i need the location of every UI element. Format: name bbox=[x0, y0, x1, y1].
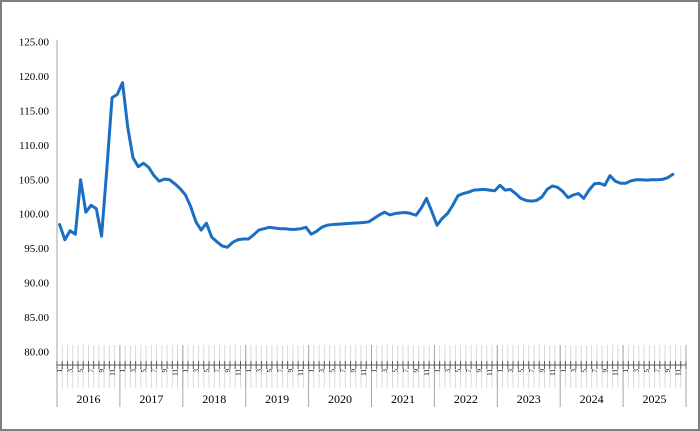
year-label: 2023 bbox=[517, 392, 541, 406]
month-tick-label: 1 bbox=[622, 369, 630, 373]
month-tick-label: 9 bbox=[664, 369, 672, 373]
month-tick-label: 11 bbox=[486, 369, 494, 376]
year-label: 2020 bbox=[328, 392, 352, 406]
month-tick-label: 1 bbox=[434, 369, 442, 373]
month-tick-label: 5 bbox=[643, 369, 651, 373]
month-tick-label: 11 bbox=[234, 369, 242, 376]
month-tick-label: 3 bbox=[192, 369, 200, 373]
month-tick-label: 7 bbox=[591, 369, 599, 373]
month-tick-label: 7 bbox=[402, 369, 410, 373]
month-tick-label: 11 bbox=[549, 369, 557, 376]
y-axis-label: 125.00 bbox=[19, 37, 50, 49]
month-tick-label: 5 bbox=[203, 369, 211, 373]
month-tick-label: 3 bbox=[444, 369, 452, 373]
month-tick-label: 1 bbox=[559, 369, 567, 373]
month-tick-label: 7 bbox=[213, 369, 221, 373]
month-tick-label: 3 bbox=[507, 369, 515, 373]
y-axis-label: 85.00 bbox=[24, 312, 49, 324]
month-tick-label: 9 bbox=[224, 369, 232, 373]
month-tick-label: 1 bbox=[371, 369, 379, 373]
month-tick-label: 3 bbox=[381, 369, 389, 373]
month-tick-label: 5 bbox=[77, 369, 85, 373]
month-tick-label: 7 bbox=[276, 369, 284, 373]
year-label: 2021 bbox=[391, 392, 415, 406]
month-tick-label: 7 bbox=[339, 369, 347, 373]
month-tick-label: 3 bbox=[570, 369, 578, 373]
month-tick-label: 11 bbox=[423, 369, 431, 376]
y-axis-label: 110.00 bbox=[19, 140, 49, 152]
month-tick-label: 5 bbox=[454, 369, 462, 373]
year-label: 2018 bbox=[202, 392, 226, 406]
month-tick-label: 11 bbox=[612, 369, 620, 376]
month-tick-label: 7 bbox=[465, 369, 473, 373]
month-tick-label: 9 bbox=[287, 369, 295, 373]
month-tick-label: 9 bbox=[413, 369, 421, 373]
year-label: 2019 bbox=[265, 392, 289, 406]
month-tick-label: 1 bbox=[496, 369, 504, 373]
month-tick-label: 11 bbox=[297, 369, 305, 376]
month-tick-label: 1 bbox=[182, 369, 190, 373]
month-tick-label: 7 bbox=[654, 369, 662, 373]
month-tick-label: 1 bbox=[56, 369, 64, 373]
year-label: 2016 bbox=[76, 392, 100, 406]
month-tick-label: 9 bbox=[350, 369, 358, 373]
month-tick-label: 7 bbox=[150, 369, 158, 373]
data-series-line bbox=[58, 81, 675, 249]
y-axis-label: 120.00 bbox=[19, 71, 50, 83]
year-label: 2022 bbox=[454, 392, 478, 406]
month-tick-label: 9 bbox=[161, 369, 169, 373]
month-tick-label: 11 bbox=[360, 369, 368, 376]
y-axis-label: 80.00 bbox=[24, 347, 49, 359]
month-tick-label: 9 bbox=[538, 369, 546, 373]
month-tick-label: 1 bbox=[308, 369, 316, 373]
month-tick-label: 5 bbox=[517, 369, 525, 373]
month-tick-label: 11 bbox=[171, 369, 179, 376]
month-tick-label: 1 bbox=[119, 369, 127, 373]
month-tick-label: 9 bbox=[475, 369, 483, 373]
month-tick-label: 5 bbox=[580, 369, 588, 373]
month-tick-label: 5 bbox=[266, 369, 274, 373]
month-tick-label: 7 bbox=[88, 369, 96, 373]
month-tick-label: 7 bbox=[528, 369, 536, 373]
month-tick-label: 5 bbox=[140, 369, 148, 373]
y-axis-label: 105.00 bbox=[19, 174, 50, 186]
year-label: 2025 bbox=[643, 392, 667, 406]
y-axis-label: 95.00 bbox=[24, 243, 49, 255]
y-axis-label: 100.00 bbox=[19, 209, 50, 221]
month-tick-label: 11 bbox=[675, 369, 683, 376]
month-tick-label: 3 bbox=[67, 369, 75, 373]
month-tick-label: 3 bbox=[318, 369, 326, 373]
month-tick-label: 3 bbox=[130, 369, 138, 373]
month-tick-label: 3 bbox=[633, 369, 641, 373]
month-tick-label: 3 bbox=[255, 369, 263, 373]
month-tick-label: 5 bbox=[392, 369, 400, 373]
month-tick-label: 9 bbox=[601, 369, 609, 373]
year-label: 2017 bbox=[139, 392, 163, 406]
month-tick-label: 5 bbox=[329, 369, 337, 373]
y-axis-label: 115.00 bbox=[19, 105, 49, 117]
month-tick-label: 9 bbox=[98, 369, 106, 373]
month-tick-label: 1 bbox=[245, 369, 253, 373]
month-tick-label: 11 bbox=[109, 369, 117, 376]
y-axis-label: 90.00 bbox=[24, 278, 49, 290]
year-label: 2024 bbox=[580, 392, 604, 406]
